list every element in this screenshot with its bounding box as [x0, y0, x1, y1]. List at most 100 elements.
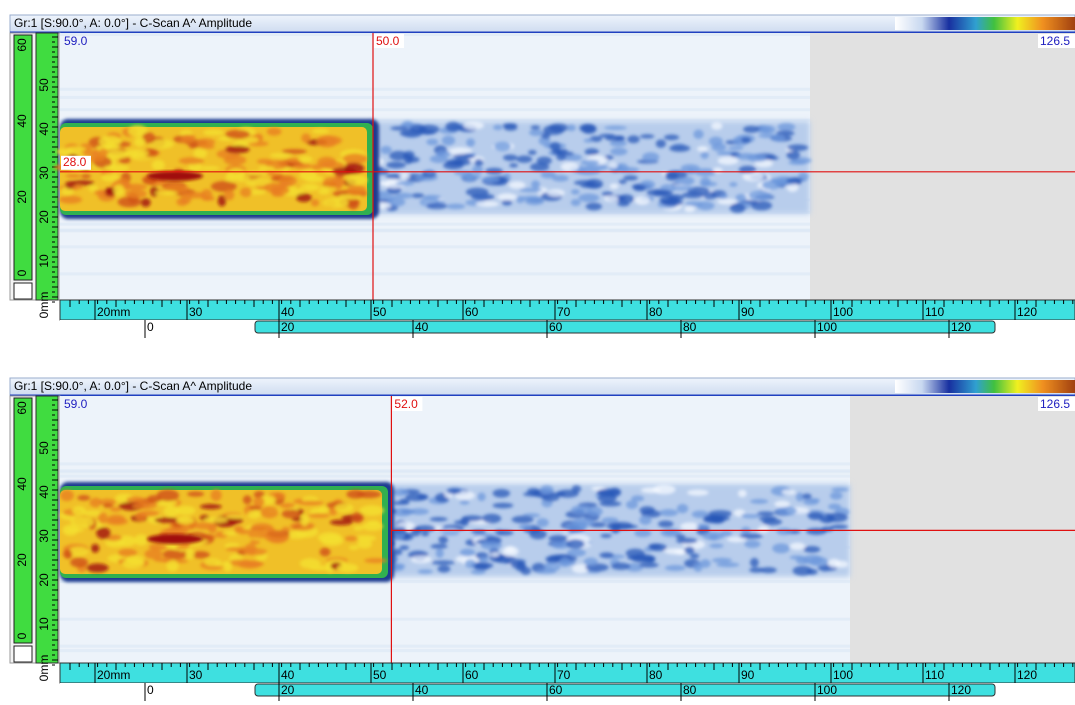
- defect-spot: [300, 515, 309, 526]
- scan-ruler-label: 90: [741, 305, 755, 319]
- defect-spot: [138, 511, 159, 517]
- gate-ruler-label: 60: [15, 38, 29, 52]
- echo-spot: [525, 197, 544, 205]
- echo-spot: [485, 168, 502, 174]
- defect-spot: [261, 506, 279, 518]
- echo-spot: [463, 121, 484, 129]
- gate-ruler-label: 20: [15, 553, 29, 567]
- echo-spot: [531, 180, 540, 188]
- defect-spot: [282, 149, 307, 154]
- echo-spot: [690, 554, 699, 559]
- echo-spot: [735, 194, 746, 201]
- panel-title: Gr:1 [S:90.0°, A: 0.0°] - C-Scan A^ Ampl…: [14, 16, 252, 30]
- echo-spot: [777, 506, 797, 515]
- echo-spot: [493, 489, 510, 498]
- echo-spot: [504, 124, 518, 130]
- echo-spot: [567, 125, 576, 132]
- defect-spot: [323, 198, 349, 208]
- defect-spot: [301, 133, 310, 142]
- scan-ruler-label: 90: [741, 668, 755, 682]
- index-ruler-label: 0: [147, 320, 154, 334]
- echo-spot: [460, 500, 470, 505]
- echo-spot: [682, 192, 705, 198]
- echo-spot: [772, 543, 790, 553]
- echo-spot: [707, 515, 730, 521]
- defect-spot: [94, 190, 106, 195]
- echo-spot: [623, 175, 638, 180]
- echo-spot: [760, 567, 777, 573]
- defect-spot: [81, 174, 91, 178]
- echo-spot: [426, 203, 447, 209]
- defect-spot: [152, 160, 165, 171]
- scan-gray: [810, 33, 1075, 300]
- echo-spot: [585, 148, 599, 155]
- echo-spot: [393, 489, 409, 496]
- echo-spot: [548, 124, 568, 133]
- echo-spot: [627, 555, 648, 560]
- echo-spot: [827, 513, 848, 522]
- defect-spot: [126, 497, 143, 503]
- defect-spot: [179, 157, 204, 164]
- echo-spot: [605, 135, 624, 141]
- echo-spot: [772, 135, 785, 142]
- echo-spot: [482, 177, 500, 183]
- echo-spot: [582, 124, 597, 134]
- scan-ruler-label: 120: [1017, 305, 1037, 319]
- echo-spot: [787, 144, 808, 151]
- defect-spot: [134, 137, 145, 147]
- echo-spot: [509, 181, 526, 189]
- index-ruler-label: 0: [147, 683, 154, 697]
- echo-spot: [739, 533, 763, 538]
- vertical-ruler-label: 20: [37, 573, 51, 587]
- scan-ruler-label: 70: [557, 305, 571, 319]
- cscan-panel: Gr:1 [S:90.0°, A: 0.0°] - C-Scan A^ Ampl…: [10, 378, 1075, 703]
- echo-spot: [806, 528, 827, 535]
- echo-spot: [407, 157, 420, 163]
- defect-spot: [293, 163, 311, 169]
- index-ruler-label: 100: [817, 320, 837, 334]
- echo-spot: [611, 563, 630, 570]
- defect-spot: [70, 557, 88, 567]
- scan-stripe: [60, 96, 810, 99]
- gate-ruler-label: 20: [15, 190, 29, 204]
- echo-spot: [730, 203, 746, 213]
- echo-spot: [729, 182, 737, 187]
- echo-spot: [436, 548, 444, 558]
- vertical-ruler-label: 30: [37, 166, 51, 180]
- scan-stripe: [60, 649, 850, 652]
- echo-spot: [700, 559, 711, 568]
- scan-ruler-label: 120: [1017, 668, 1037, 682]
- cursor-y-label: 28.0: [63, 155, 87, 169]
- cursor-x-label: 52.0: [394, 397, 418, 411]
- echo-spot: [609, 162, 618, 168]
- scan-stripe: [60, 462, 850, 465]
- defect-spot: [225, 130, 250, 139]
- index-slider: [255, 321, 995, 333]
- echo-spot: [602, 192, 613, 196]
- scan-ruler-label: 20mm: [97, 668, 130, 682]
- scan-stripe: [60, 272, 810, 275]
- gate-slider-bottom: [14, 283, 32, 299]
- echo-spot: [460, 548, 475, 556]
- defect-spot: [134, 534, 148, 545]
- defect-spot: [56, 148, 74, 154]
- echo-spot: [529, 129, 543, 136]
- defect-spot: [106, 150, 129, 159]
- echo-spot: [423, 195, 441, 200]
- echo-spot: [521, 567, 531, 575]
- echo-spot: [509, 163, 518, 167]
- defect-spot: [240, 187, 252, 197]
- echo-spot: [664, 548, 687, 554]
- echo-spot: [411, 555, 432, 563]
- echo-spot: [653, 485, 676, 495]
- echo-spot: [519, 188, 542, 192]
- scan-ruler-label: 110: [925, 668, 944, 682]
- defect-spot: [185, 548, 194, 559]
- defect-spot: [70, 517, 94, 528]
- echo-spot: [635, 196, 650, 205]
- defect-spot: [208, 525, 217, 534]
- echo-spot: [482, 514, 501, 523]
- echo-spot: [580, 184, 602, 188]
- echo-spot: [748, 191, 771, 201]
- echo-spot: [653, 190, 673, 196]
